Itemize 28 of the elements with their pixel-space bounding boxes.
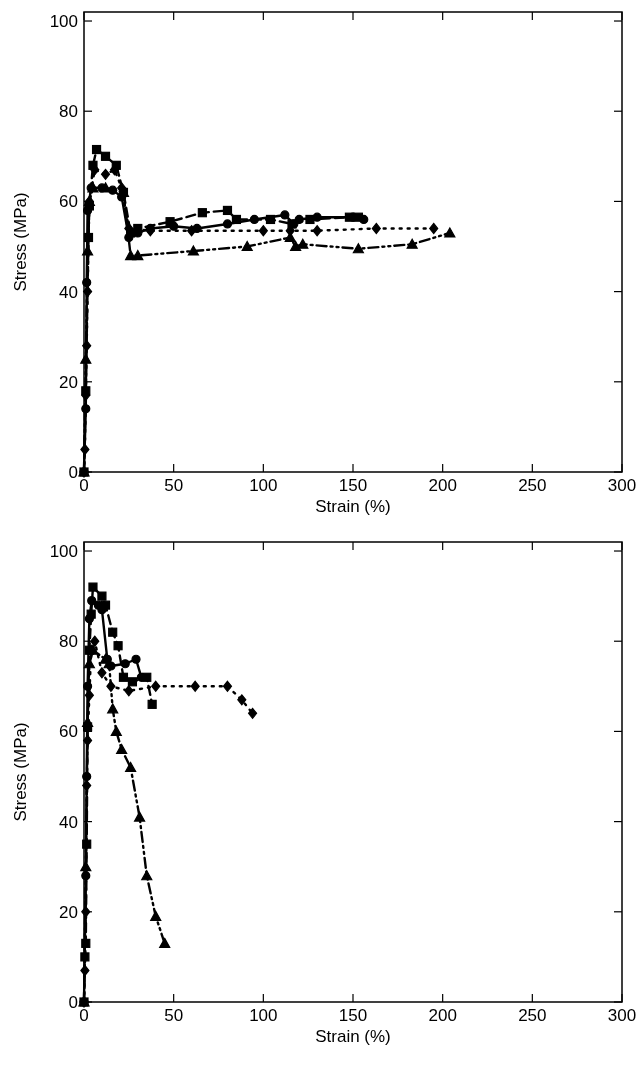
y-tick-label: 0 <box>68 462 78 482</box>
y-tick-label: 20 <box>59 902 78 922</box>
y-tick-label: 100 <box>49 11 78 31</box>
x-tick-label: 50 <box>164 476 184 495</box>
y-tick-label: 80 <box>59 632 78 652</box>
y-tick-label: 60 <box>59 192 78 212</box>
y-tick-label: 60 <box>59 722 78 742</box>
x-tick-label: 150 <box>338 1006 368 1025</box>
x-tick-label: 300 <box>607 1006 637 1025</box>
x-tick-label: 300 <box>607 476 637 495</box>
x-tick-label: 250 <box>518 476 547 495</box>
y-axis-title: Stress (MPa) <box>11 192 30 292</box>
x-axis-title: Strain (%) <box>315 497 391 516</box>
y-tick-label: 40 <box>59 282 78 302</box>
x-tick-label: 200 <box>428 1006 457 1025</box>
x-tick-label: 100 <box>249 476 278 495</box>
x-tick-label: 250 <box>518 1006 547 1025</box>
y-tick-label: 80 <box>59 102 78 122</box>
x-tick-label: 200 <box>428 476 457 495</box>
y-axis-title: Stress (MPa) <box>11 722 30 822</box>
x-tick-label: 50 <box>164 1006 184 1025</box>
y-tick-label: 40 <box>59 812 78 832</box>
x-axis-title: Strain (%) <box>315 1027 391 1046</box>
y-tick-label: 0 <box>68 992 78 1012</box>
x-tick-label: 150 <box>338 476 368 495</box>
y-tick-label: 100 <box>49 541 78 561</box>
y-tick-label: 20 <box>59 372 78 392</box>
x-tick-label: 100 <box>249 1006 278 1025</box>
